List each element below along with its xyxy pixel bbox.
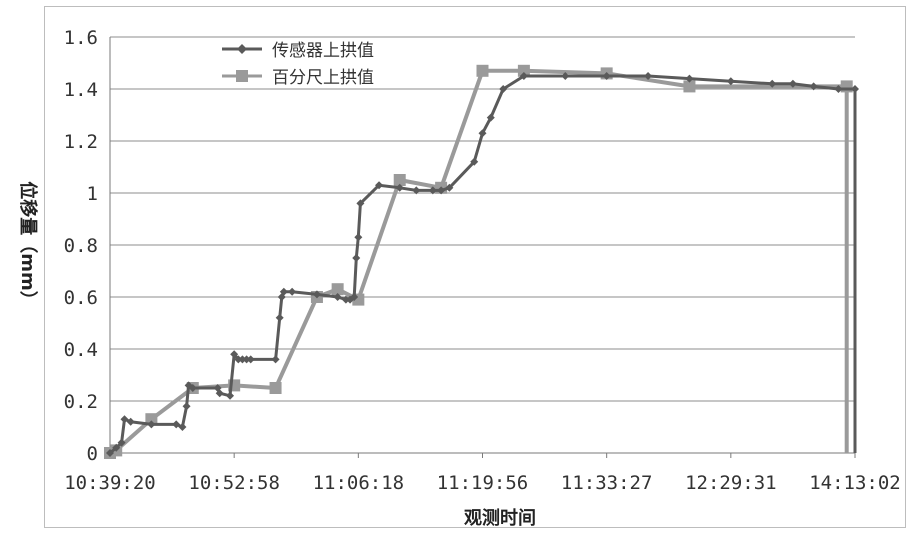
data-point-sensor (768, 79, 777, 88)
y-tick-label: 0.8 (64, 235, 98, 257)
data-point-sensor (350, 293, 359, 301)
y-tick-label: 0.2 (64, 391, 98, 413)
data-point-sensor (428, 186, 437, 195)
data-point-sensor (561, 72, 570, 80)
data-point-micrometer (683, 80, 696, 93)
x-tick-label: 10:52:58 (188, 472, 280, 494)
data-point-sensor (172, 420, 181, 429)
x-tick-label: 11:19:56 (437, 472, 529, 494)
data-point-micrometer (476, 64, 489, 77)
data-point-sensor (341, 295, 350, 304)
data-point-sensor (445, 183, 454, 192)
x-tick-label: 12:29:31 (685, 472, 777, 494)
axes (109, 37, 856, 458)
data-point-sensor (275, 313, 284, 322)
data-point-micrometer (840, 80, 853, 93)
data-point-sensor (412, 186, 421, 195)
data-point-sensor (685, 74, 694, 83)
data-point-sensor (288, 287, 297, 296)
y-tick-label: 1.2 (64, 131, 98, 153)
x-tick-label: 11:33:27 (561, 472, 653, 494)
data-point-micrometer (269, 382, 282, 394)
data-point-sensor (470, 157, 479, 166)
data-point-sensor (354, 233, 363, 242)
data-point-sensor (352, 254, 361, 262)
data-point-sensor (215, 389, 224, 398)
data-point-micrometer (517, 64, 530, 77)
x-tick-label: 11:06:18 (313, 472, 405, 494)
legend-label-sensor: 传感器上拱值 (272, 41, 374, 61)
data-point-sensor (375, 181, 384, 190)
y-axis-title: 位移量（mm） (17, 181, 39, 309)
data-point-sensor (147, 420, 156, 429)
series-lines (104, 64, 859, 459)
x-tick-label: 10:39:20 (64, 472, 156, 494)
data-point-sensor (234, 355, 243, 364)
data-point-sensor (834, 85, 843, 93)
legend-marker-sensor (237, 44, 247, 54)
legend-marker-micrometer (236, 70, 248, 82)
data-point-sensor (478, 129, 487, 138)
legend: 传感器上拱值 百分尺上拱值 (222, 41, 374, 88)
data-point-sensor (120, 415, 129, 424)
data-point-micrometer (331, 283, 344, 296)
data-point-sensor (499, 85, 508, 93)
data-point-sensor (851, 85, 859, 93)
data-point-sensor (271, 355, 280, 364)
data-point-sensor (226, 391, 235, 400)
data-point-sensor (117, 438, 126, 447)
y-tick-label: 1 (87, 183, 98, 205)
legend-label-micrometer: 百分尺上拱值 (272, 68, 374, 88)
data-point-micrometer (393, 174, 406, 186)
chart-frame (44, 6, 906, 528)
data-point-sensor (188, 384, 197, 392)
tick-labels: 0 0.2 0.4 0.6 0.8 1 1.2 1.4 1.6 10:39:20 10:52:58 1… (64, 27, 901, 494)
data-point-sensor (106, 449, 114, 457)
data-point-sensor (126, 417, 135, 426)
data-point-sensor (395, 183, 404, 192)
y-tick-label: 1.6 (64, 27, 98, 49)
y-tick-label: 0.6 (64, 287, 98, 309)
data-point-sensor (809, 82, 818, 91)
gridlines (110, 36, 855, 402)
data-point-sensor (178, 423, 187, 431)
data-point-sensor (279, 287, 288, 296)
data-point-sensor (312, 290, 321, 299)
data-point-sensor (230, 350, 239, 359)
data-point-sensor (238, 355, 247, 364)
data-point-sensor (356, 199, 365, 208)
data-point-sensor (788, 79, 797, 88)
y-tick-label: 0 (87, 443, 98, 465)
y-tick-label: 0.4 (64, 339, 98, 361)
data-point-sensor (602, 72, 611, 80)
data-point-sensor (644, 72, 653, 80)
x-tick-label: 14:13:02 (809, 472, 901, 494)
data-point-sensor (486, 113, 495, 122)
data-point-sensor (242, 355, 251, 364)
data-point-sensor (112, 443, 121, 452)
data-point-sensor (519, 72, 528, 80)
data-point-sensor (333, 293, 342, 301)
x-axis-title: 观测时间 (464, 507, 536, 529)
data-point-sensor (182, 402, 191, 411)
data-point-micrometer (145, 413, 158, 426)
data-point-sensor (437, 186, 446, 195)
y-tick-label: 1.4 (64, 79, 98, 101)
data-point-sensor (726, 77, 735, 86)
data-point-sensor (246, 355, 255, 364)
